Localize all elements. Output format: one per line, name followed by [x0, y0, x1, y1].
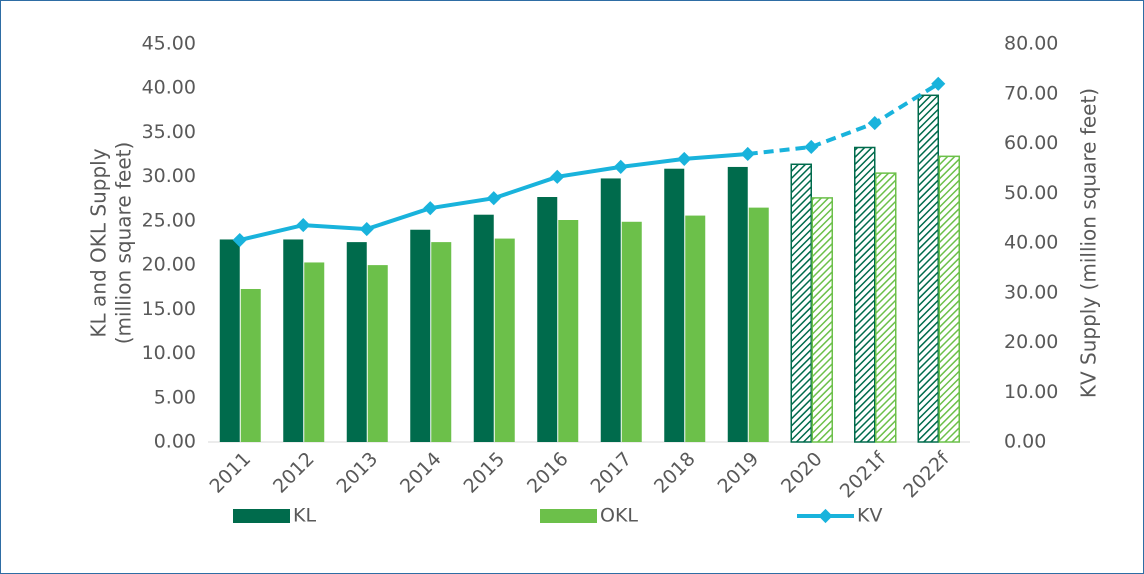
marker [486, 191, 501, 206]
y2-tick-label: 40.00 [1004, 232, 1058, 254]
bar [494, 238, 515, 442]
y2-tick-label: 70.00 [1004, 82, 1058, 104]
bar [600, 178, 621, 443]
bar [304, 262, 325, 442]
y-tick-label: 10.00 [142, 342, 196, 364]
marker [232, 232, 247, 248]
bar [219, 239, 240, 442]
legend-label: OKL [600, 505, 638, 527]
bar [685, 215, 706, 442]
y-tick-label: 5.00 [154, 386, 196, 408]
y2-tick-label: 50.00 [1004, 182, 1058, 204]
bar [473, 214, 494, 442]
bar [790, 163, 812, 443]
bar [875, 172, 897, 443]
bar [431, 242, 452, 442]
legend-label: KL [293, 505, 316, 527]
bar [664, 168, 685, 442]
bar [811, 197, 833, 443]
bar [283, 239, 304, 442]
bar [854, 146, 876, 443]
y2-tick-label: 80.00 [1004, 33, 1058, 55]
line-forecast [747, 82, 940, 156]
marker [423, 201, 438, 216]
marker [550, 169, 565, 184]
bar [537, 197, 558, 442]
marker [359, 221, 374, 237]
legend-marker [818, 508, 833, 524]
bar [748, 207, 769, 442]
legend-swatch [233, 509, 290, 523]
y-tick-label: 35.00 [142, 121, 196, 143]
y-axis-label: (million square feet) [112, 142, 136, 345]
marker [931, 76, 946, 91]
y-tick-label: 20.00 [142, 254, 196, 276]
bar [621, 221, 642, 442]
marker [296, 218, 311, 233]
y2-tick-label: 10.00 [1004, 381, 1058, 403]
bar [938, 155, 960, 443]
marker [740, 146, 755, 162]
bar [410, 229, 431, 442]
marker [613, 159, 628, 174]
bar [346, 242, 367, 442]
y-tick-label: 25.00 [142, 209, 196, 231]
marker [804, 139, 819, 155]
bar [727, 166, 748, 442]
legend-label: KV [857, 505, 882, 527]
y2-tick-label: 20.00 [1004, 331, 1058, 353]
bar [240, 288, 261, 442]
bar [558, 220, 579, 442]
bar [367, 265, 388, 442]
y2-tick-label: 0.00 [1004, 431, 1046, 453]
y-tick-label: 30.00 [142, 165, 196, 187]
y2-tick-label: 60.00 [1004, 132, 1058, 154]
y2-axis-label: KV Supply (million square feet) [1077, 88, 1101, 398]
y-tick-label: 40.00 [142, 77, 196, 99]
y-axis-label: KL and OKL Supply [87, 148, 111, 337]
bar [917, 94, 939, 443]
y2-tick-label: 30.00 [1004, 281, 1058, 303]
legend-swatch [540, 509, 597, 523]
y-tick-label: 45.00 [142, 33, 196, 55]
marker [677, 151, 692, 166]
marker [867, 116, 882, 131]
y-tick-label: 15.00 [142, 298, 196, 320]
y-tick-label: 0.00 [154, 431, 196, 453]
